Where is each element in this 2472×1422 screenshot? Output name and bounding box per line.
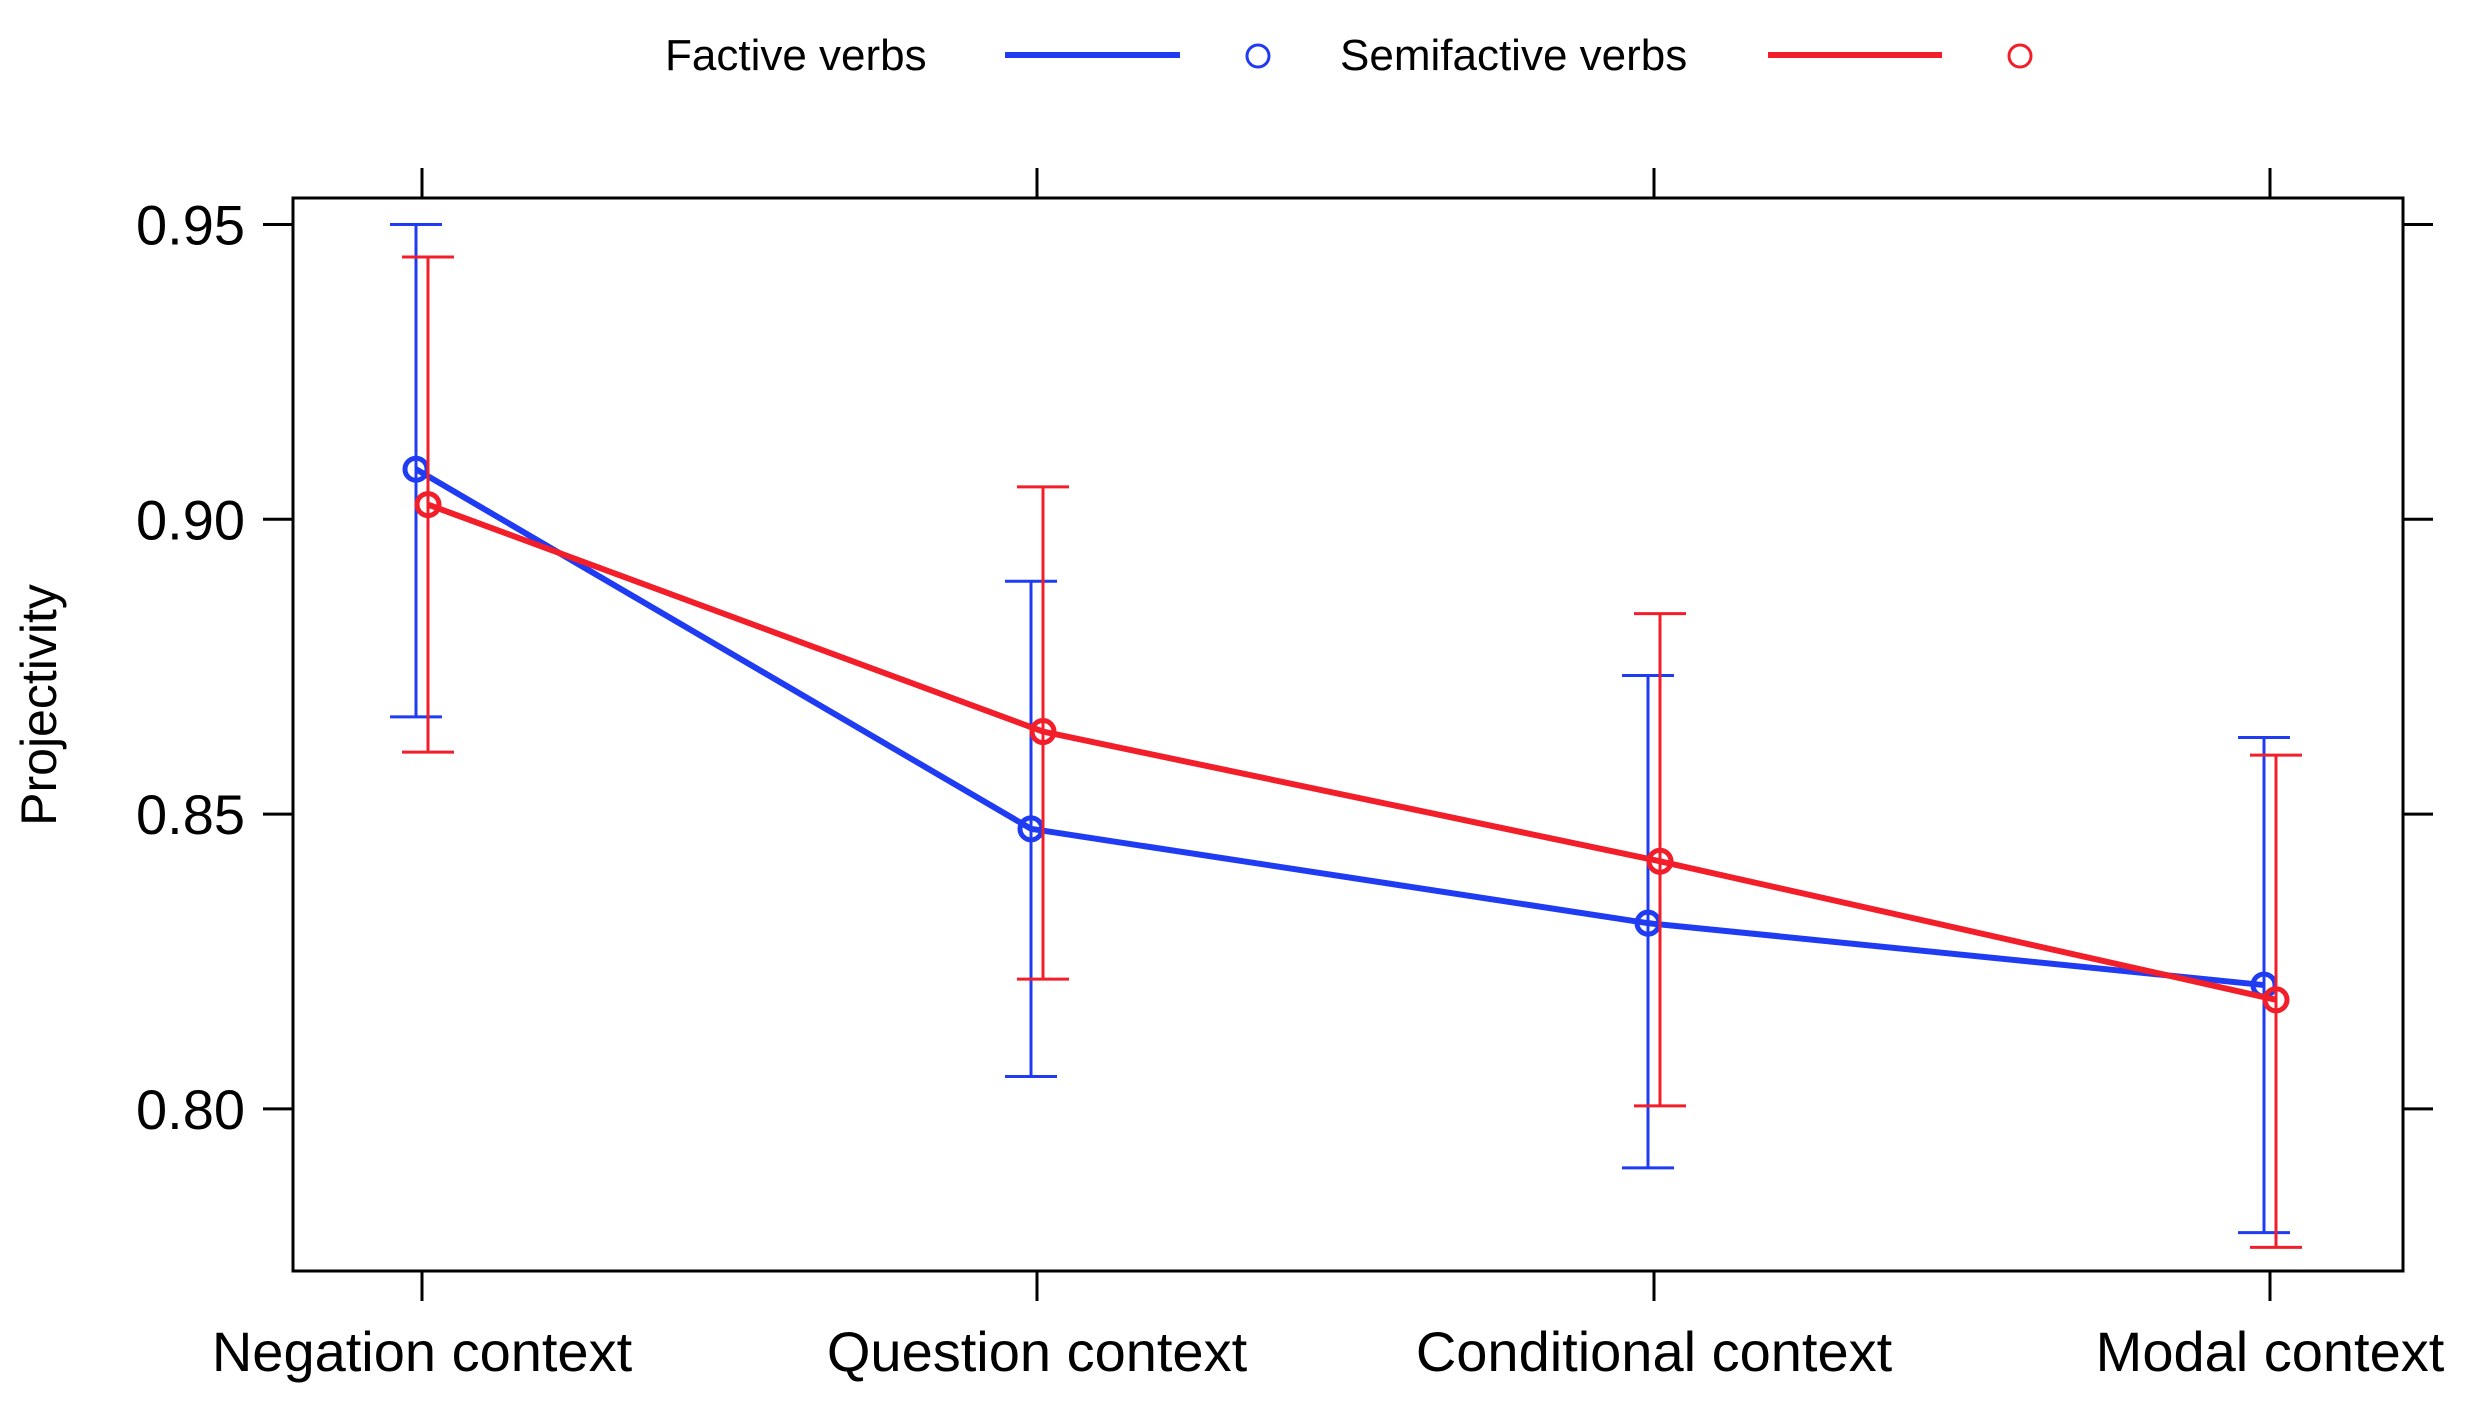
legend-marker-swatch xyxy=(1245,43,1271,69)
series-line xyxy=(414,466,2265,989)
data-point xyxy=(1646,847,1674,875)
y-tick-label: 0.90 xyxy=(136,488,245,551)
series-line xyxy=(426,501,2277,1003)
x-tick-label: Question context xyxy=(827,1320,1248,1383)
y-axis: 0.80 0.85 0.90 0.95 xyxy=(136,194,2433,1141)
data-point xyxy=(1029,718,1057,746)
legend-marker-swatch xyxy=(2007,43,2033,69)
y-tick-label: 0.80 xyxy=(136,1078,245,1141)
x-tick-label: Modal context xyxy=(2096,1320,2445,1383)
series-layer xyxy=(390,223,2302,1249)
series-1 xyxy=(402,255,2302,1249)
data-point xyxy=(2262,986,2290,1014)
data-point xyxy=(414,491,442,519)
x-tick-label: Conditional context xyxy=(1416,1320,1893,1383)
y-axis-title: Projectivity xyxy=(11,584,67,826)
y-tick-label: 0.85 xyxy=(136,783,245,846)
legend-label: Semifactive verbs xyxy=(1340,31,1687,80)
y-tick-label: 0.95 xyxy=(136,194,245,257)
legend: Factive verbs Semifactive verbs xyxy=(665,31,2033,80)
x-axis: Negation context Question context Conditio… xyxy=(212,168,2445,1383)
legend-label: Factive verbs xyxy=(665,31,927,80)
x-tick-label: Negation context xyxy=(212,1320,633,1383)
series-0 xyxy=(390,223,2290,1235)
plot-frame xyxy=(291,196,2405,1273)
